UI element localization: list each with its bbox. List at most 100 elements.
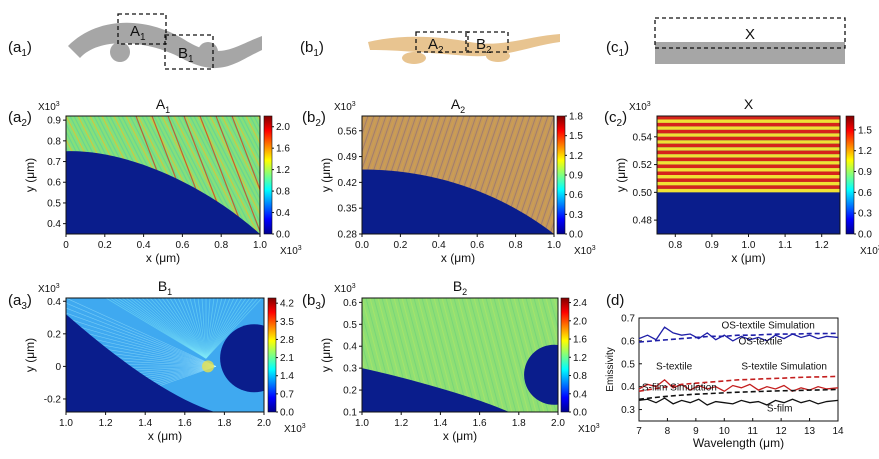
field-stripe <box>185 116 247 234</box>
y-tick-label: 0.52 <box>633 160 653 171</box>
field-ray <box>189 298 207 359</box>
field-band <box>657 175 840 179</box>
x-tick-label: 13 <box>804 426 816 437</box>
field-band <box>657 140 840 144</box>
y-tick-label: 0 <box>55 362 61 373</box>
x-axis-label: Wavelength (μm) <box>693 436 784 450</box>
y-tick-label: 0.6 <box>47 178 61 189</box>
x-tick-label: 11 <box>748 426 759 437</box>
field-band <box>657 150 840 155</box>
panel-letter: a <box>13 109 22 126</box>
field-stripe <box>233 116 260 169</box>
x-exponent-label: X103 <box>280 245 302 257</box>
panel-label: (d) <box>606 292 624 309</box>
colorbar <box>560 297 570 413</box>
field-ray <box>66 302 217 367</box>
exponent-sup: 3 <box>56 101 60 108</box>
colorbar-tick-label: 0.8 <box>276 187 290 198</box>
field-stripe <box>481 298 513 412</box>
y-tick-label: 0.2 <box>343 386 357 397</box>
y-tick-label: 0.7 <box>621 314 635 325</box>
colorbar <box>556 115 566 235</box>
exponent-sup: 3 <box>352 101 356 108</box>
field-band <box>657 181 840 186</box>
colorbar-tick-label: 1.6 <box>276 144 290 155</box>
colorbar-tick-label: 0.6 <box>569 190 583 201</box>
y-tick-label: 0.56 <box>338 126 358 137</box>
field-stripe <box>193 116 255 234</box>
field-stripe <box>217 116 260 200</box>
field-stripe <box>540 194 554 234</box>
y-tick-label: 0.5 <box>343 320 357 331</box>
field-band <box>657 178 840 182</box>
y-tick-label: 0.6 <box>343 298 357 309</box>
colorbar-tick-label: 1.5 <box>569 131 583 142</box>
field-ray <box>205 298 247 359</box>
field-stripe <box>549 298 558 331</box>
plot-area-a2 <box>66 116 260 234</box>
field-ray <box>205 298 219 359</box>
field-band <box>657 119 840 123</box>
y-tick-label: 0.5 <box>47 198 61 209</box>
field-ray <box>177 298 207 359</box>
panel-close: ) <box>619 292 624 309</box>
y-exponent-label: X103 <box>334 101 356 113</box>
x-tick-label: 7 <box>636 426 642 437</box>
y-exponent-label: X103 <box>334 283 356 295</box>
field-stripe <box>485 298 517 412</box>
field-ray <box>205 298 211 359</box>
field-stripe <box>445 298 477 412</box>
box-label-B1: B1 <box>178 45 194 65</box>
field-ray <box>205 298 259 359</box>
colorbar-tick-label: 0.3 <box>858 209 872 220</box>
field-band <box>657 136 840 141</box>
panel-title: B1 <box>158 278 172 297</box>
x-tick-label: 1.0 <box>253 240 267 251</box>
series-line-s-film <box>638 397 839 406</box>
panel-close: ) <box>27 292 32 309</box>
colorbar-tick-label: 3.5 <box>280 317 294 328</box>
field-ray <box>205 298 251 359</box>
field-ray <box>205 298 235 359</box>
x-exponent-label: X103 <box>574 245 596 257</box>
field-band <box>657 143 840 148</box>
colorbar-tick-label: 0.4 <box>276 208 290 219</box>
y-exponent-label: X103 <box>38 101 60 113</box>
field-ray <box>141 298 207 359</box>
x-exponent-label: X103 <box>284 423 306 435</box>
field-band <box>657 147 840 151</box>
panel-close: ) <box>27 109 32 126</box>
y-tick-label: 0.5 <box>621 359 635 370</box>
box-A1 <box>117 13 167 45</box>
fiber-circle-a1-right <box>198 42 218 62</box>
y-axis-label: y (μm) <box>614 158 628 192</box>
panel-b3: 1.0 1.2 1.4 1.6 1.8 2.0 0.1 0.2 0.3 0.4 0.5 0.6 X103… <box>302 278 600 443</box>
x-tick-label: 0.4 <box>432 240 446 251</box>
y-tick-label: 0.8 <box>47 136 61 147</box>
box-label-A2: A2 <box>428 36 444 56</box>
schematic-a1: A1 B1 <box>68 13 262 70</box>
fiber-ellipse-b1-right <box>486 50 510 62</box>
field-stripe <box>362 116 375 153</box>
panel-letter: a <box>13 292 22 309</box>
panel-label: (c2) <box>604 109 627 129</box>
y-tick-label: 0.35 <box>338 204 358 215</box>
field-ray <box>66 322 217 367</box>
panel-close: ) <box>321 109 326 126</box>
title-sub: 2 <box>462 287 467 297</box>
field-ray <box>66 327 217 367</box>
panel-label: (b2) <box>302 109 326 129</box>
y-tick-label: 0.4 <box>343 342 357 353</box>
field-ray <box>66 307 217 367</box>
colorbar-tick-label: 0.9 <box>858 167 872 178</box>
y-tick-label: 0.50 <box>633 188 653 199</box>
x-tick-label: 1.2 <box>815 240 829 251</box>
y-tick-label: 0.4 <box>47 219 61 230</box>
x-tick-label: 1.0 <box>59 418 73 429</box>
field-ray <box>149 298 207 359</box>
field-ray <box>66 317 217 367</box>
field-stripe <box>201 116 260 232</box>
y-axis-label: y (μm) <box>23 158 37 192</box>
colorbar <box>263 115 273 235</box>
y-axis-label: Emissivity <box>605 347 616 391</box>
